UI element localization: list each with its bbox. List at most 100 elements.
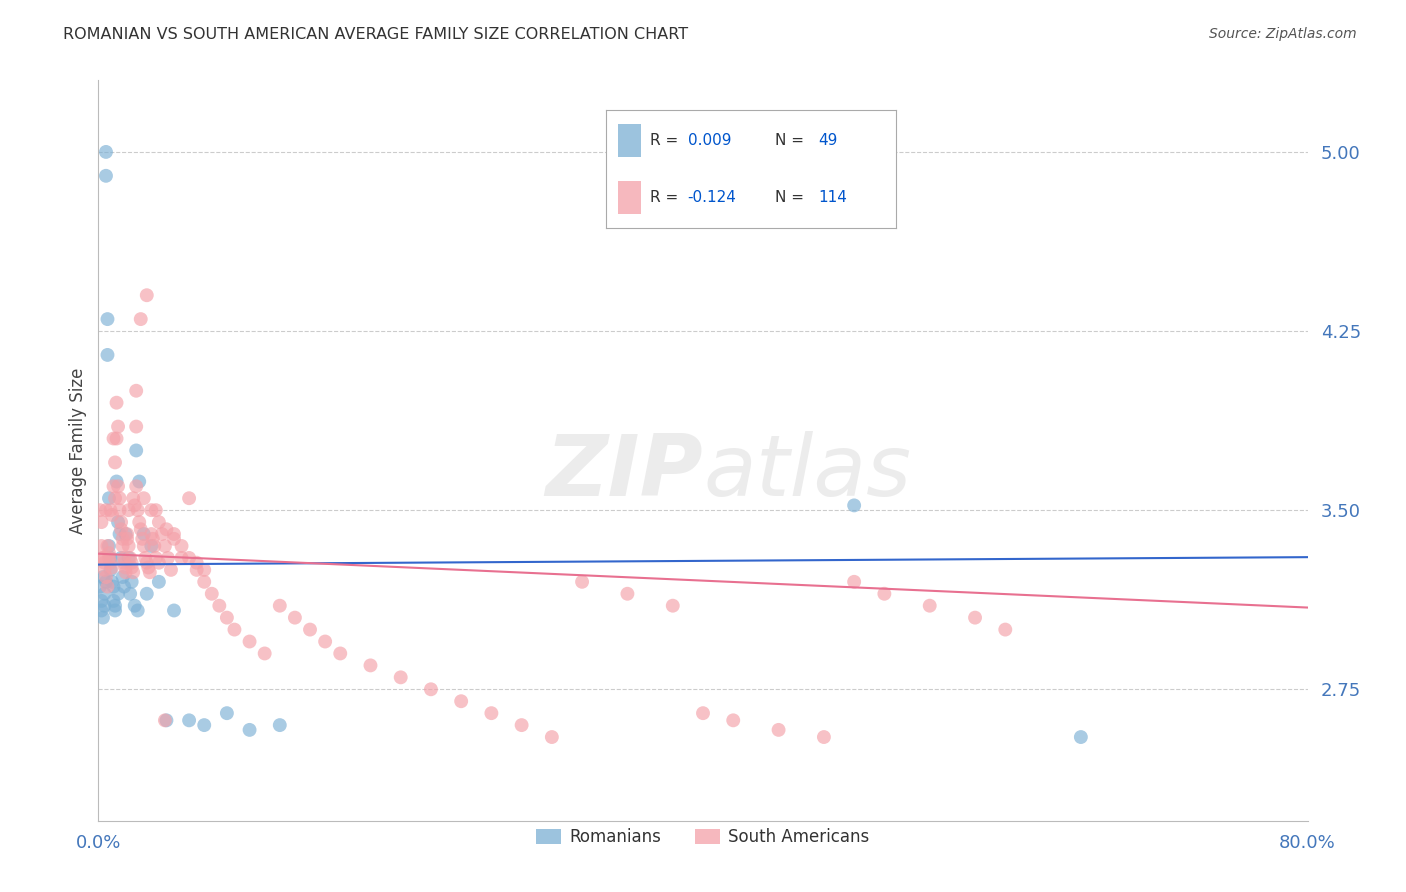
Point xyxy=(148,556,170,570)
Point xyxy=(89,503,111,517)
Text: Source: ZipAtlas.com: Source: ZipAtlas.com xyxy=(1209,27,1357,41)
Point xyxy=(100,556,122,570)
Point xyxy=(571,574,593,589)
Point xyxy=(215,610,238,624)
Point xyxy=(112,550,135,565)
Point xyxy=(94,503,117,517)
Point xyxy=(844,574,866,589)
Point xyxy=(179,714,201,728)
Point xyxy=(91,550,114,565)
Point xyxy=(160,563,183,577)
Point xyxy=(239,634,262,648)
Point xyxy=(105,475,128,489)
Point xyxy=(90,539,112,553)
Point xyxy=(186,556,208,570)
Point xyxy=(103,479,125,493)
Point xyxy=(104,599,127,613)
Point xyxy=(103,432,125,446)
Point xyxy=(96,580,118,594)
Point xyxy=(134,550,156,565)
Point xyxy=(121,574,143,589)
Point xyxy=(93,587,115,601)
Point xyxy=(90,515,112,529)
Point xyxy=(125,384,148,398)
Point xyxy=(136,560,159,574)
Point xyxy=(616,587,638,601)
Point xyxy=(104,491,127,506)
Point xyxy=(120,550,142,565)
Point xyxy=(122,491,145,506)
Point xyxy=(118,503,141,517)
Point xyxy=(98,491,121,506)
Point xyxy=(150,527,173,541)
Point xyxy=(153,539,176,553)
Point xyxy=(100,563,122,577)
Point xyxy=(96,312,118,326)
Point xyxy=(148,574,170,589)
Point xyxy=(125,443,148,458)
Point xyxy=(179,550,201,565)
Point xyxy=(90,603,112,617)
Point xyxy=(89,580,111,594)
Point xyxy=(101,574,124,589)
Point xyxy=(145,550,167,565)
Point xyxy=(239,723,262,737)
Point xyxy=(148,515,170,529)
Point xyxy=(540,730,562,744)
Point xyxy=(105,432,128,446)
Point xyxy=(110,550,132,565)
Point xyxy=(224,623,246,637)
Point xyxy=(124,499,146,513)
Point xyxy=(121,556,143,570)
Point xyxy=(114,566,136,580)
Point xyxy=(269,599,291,613)
Point xyxy=(170,539,193,553)
Point xyxy=(112,556,135,570)
Point xyxy=(284,610,307,624)
Point xyxy=(100,503,122,517)
Point xyxy=(965,610,987,624)
Point xyxy=(314,634,336,648)
Point xyxy=(193,718,215,732)
Point xyxy=(127,503,149,517)
Point xyxy=(121,560,143,574)
Point xyxy=(141,539,163,553)
Point xyxy=(193,574,215,589)
Point xyxy=(94,574,117,589)
Point xyxy=(135,556,157,570)
Point xyxy=(108,491,131,506)
Point xyxy=(723,714,745,728)
Point xyxy=(510,718,533,732)
Point xyxy=(103,594,125,608)
Point xyxy=(111,532,134,546)
Point xyxy=(104,603,127,617)
Point xyxy=(135,587,157,601)
Point xyxy=(114,527,136,541)
Point xyxy=(163,532,186,546)
Point xyxy=(179,491,201,506)
Point xyxy=(110,515,132,529)
Point xyxy=(208,599,231,613)
Point xyxy=(108,527,131,541)
Point xyxy=(93,599,115,613)
Point xyxy=(115,532,138,546)
Point xyxy=(201,587,224,601)
Point xyxy=(96,348,118,362)
Point xyxy=(153,714,176,728)
Point xyxy=(93,556,115,570)
Point xyxy=(143,539,166,553)
Point xyxy=(101,560,124,574)
Point xyxy=(93,563,115,577)
Point xyxy=(111,570,134,584)
Text: ROMANIAN VS SOUTH AMERICAN AVERAGE FAMILY SIZE CORRELATION CHART: ROMANIAN VS SOUTH AMERICAN AVERAGE FAMIL… xyxy=(63,27,689,42)
Point xyxy=(329,647,352,661)
Point xyxy=(813,730,835,744)
Point xyxy=(141,503,163,517)
Point xyxy=(128,475,150,489)
Point xyxy=(115,527,138,541)
Point xyxy=(111,539,134,553)
Point xyxy=(127,603,149,617)
Point xyxy=(91,550,114,565)
Point xyxy=(122,566,145,580)
Point xyxy=(163,603,186,617)
